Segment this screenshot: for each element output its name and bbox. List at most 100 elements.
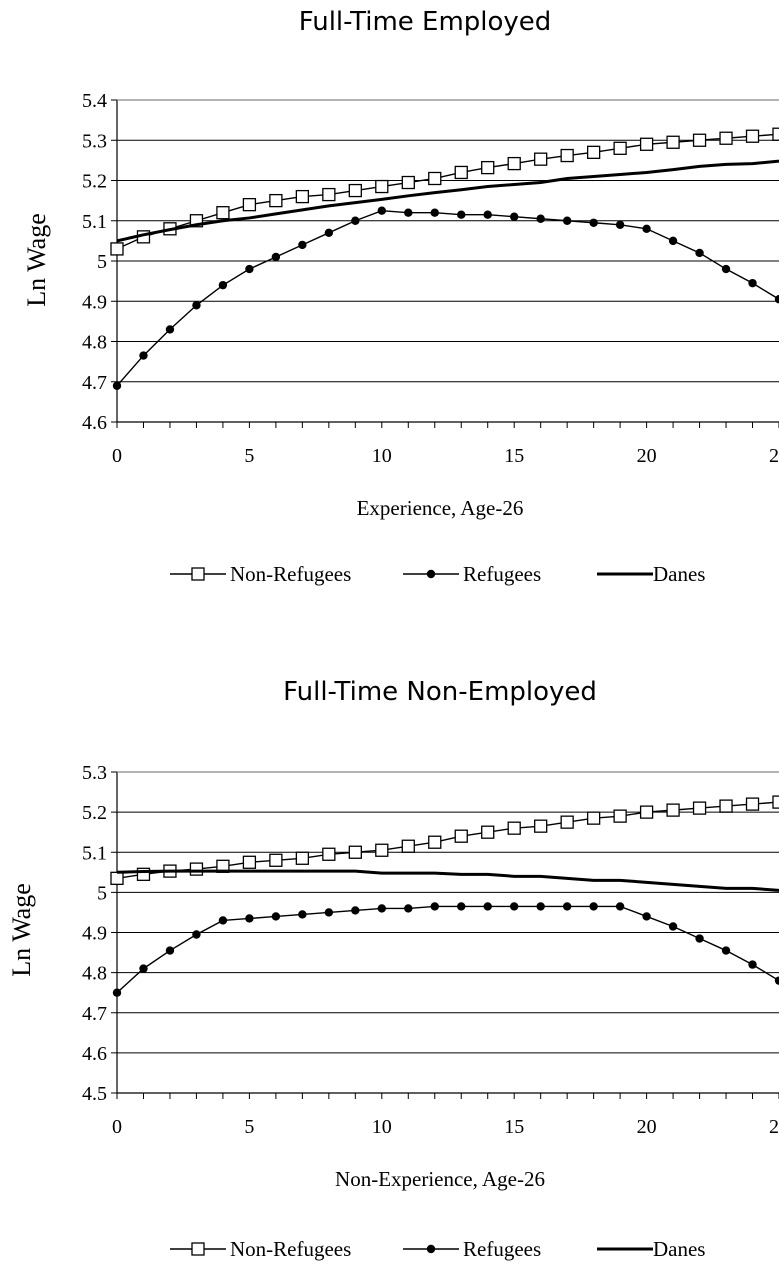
data-point-refugees xyxy=(483,902,492,911)
data-point-non-refugees xyxy=(216,206,230,220)
data-point-non-refugees xyxy=(110,242,124,256)
y-tick-label: 4.9 xyxy=(82,923,107,945)
legend-marker-refugees xyxy=(426,569,436,579)
data-point-refugees xyxy=(562,216,572,225)
data-point-non-refugees xyxy=(110,871,124,885)
data-point-refugees xyxy=(642,912,651,921)
chart-title: Full-Time Employed xyxy=(299,7,552,37)
data-point-refugees xyxy=(298,910,307,919)
data-point-non-refugees xyxy=(295,851,310,865)
data-point-refugees xyxy=(748,960,757,969)
y-tick-label: 5 xyxy=(97,882,107,904)
chart-2: Full-Time Non-Employed 4.5 4.6 4.7 4.8 4.9 5 5.… xyxy=(7,677,779,1261)
data-point-non-refugees xyxy=(295,189,310,204)
data-point-refugees xyxy=(271,912,281,921)
legend: Non-Refugees Refugees Danes xyxy=(170,1237,705,1261)
data-point-refugees xyxy=(192,930,201,939)
data-point-non-refugees xyxy=(534,819,548,833)
y-tick-label: 5.1 xyxy=(82,211,107,233)
y-tick-label: 5.2 xyxy=(82,171,107,193)
data-point-refugees xyxy=(404,208,413,217)
data-point-non-refugees xyxy=(322,847,336,861)
data-point-refugees xyxy=(695,248,704,258)
series-line-danes xyxy=(116,869,779,892)
data-point-refugees xyxy=(165,325,175,334)
data-point-refugees xyxy=(536,214,545,223)
data-point-refugees xyxy=(245,914,254,923)
y-axis-title: Ln Wage xyxy=(22,213,51,306)
data-point-refugees xyxy=(218,280,228,290)
data-point-non-refugees xyxy=(428,835,442,849)
y-tick-label: 5.3 xyxy=(82,762,107,784)
data-point-refugees xyxy=(510,212,519,221)
x-tick-label: 20 xyxy=(637,1116,657,1138)
data-point-refugees xyxy=(483,210,492,219)
data-point-non-refugees xyxy=(348,845,362,859)
data-point-refugees xyxy=(377,206,386,215)
data-point-refugees xyxy=(457,210,466,219)
data-point-refugees xyxy=(536,902,545,911)
series-line-danes xyxy=(116,159,779,243)
data-point-non-refugees xyxy=(719,131,733,145)
data-point-refugees xyxy=(404,904,413,913)
data-point-non-refugees xyxy=(375,179,389,194)
data-point-non-refugees xyxy=(454,829,468,843)
data-point-refugees xyxy=(218,916,228,925)
data-point-non-refugees xyxy=(560,815,574,829)
data-point-refugees xyxy=(615,902,625,911)
series-line-refugees xyxy=(116,209,779,387)
x-tick-label: 10 xyxy=(372,1116,392,1138)
data-point-non-refugees xyxy=(745,129,760,143)
data-point-non-refugees xyxy=(269,853,283,867)
data-point-non-refugees xyxy=(719,799,733,813)
data-point-non-refugees xyxy=(639,137,654,151)
data-point-refugees xyxy=(139,351,148,360)
data-point-non-refugees xyxy=(269,193,283,208)
y-tick-label: 4.9 xyxy=(82,291,107,313)
legend-label-refugees: Refugees xyxy=(463,562,541,586)
data-point-refugees xyxy=(721,264,731,274)
y-tick-label: 4.7 xyxy=(82,372,107,394)
x-tick-label: 5 xyxy=(244,445,254,467)
series-line-refugees xyxy=(116,905,779,994)
data-point-refugees xyxy=(589,902,598,911)
data-point-refugees xyxy=(430,208,439,217)
data-point-refugees xyxy=(377,904,386,913)
data-point-non-refugees xyxy=(242,855,257,869)
data-point-refugees xyxy=(351,906,360,915)
data-point-non-refugees xyxy=(401,175,415,190)
data-point-refugees xyxy=(510,902,519,911)
y-tick-label: 4.6 xyxy=(82,412,107,434)
data-point-non-refugees xyxy=(586,811,601,825)
data-point-non-refugees xyxy=(586,145,601,159)
data-point-refugees xyxy=(298,240,307,250)
data-point-non-refugees xyxy=(560,148,574,163)
data-point-non-refugees xyxy=(772,127,779,141)
x-tick-label: 15 xyxy=(504,1116,524,1138)
data-point-non-refugees xyxy=(666,135,680,149)
data-point-non-refugees xyxy=(692,133,707,147)
chart-1: Full-Time Employed 4.6 4.7 4.8 4.9 5 5.1 5.2 5.3… xyxy=(22,7,779,586)
legend: Non-Refugees Refugees Danes xyxy=(170,562,705,586)
data-point-refugees xyxy=(112,381,122,390)
data-point-non-refugees xyxy=(772,795,779,809)
data-point-refugees xyxy=(457,902,466,911)
data-point-refugees xyxy=(695,934,704,943)
y-tick-label: 4.8 xyxy=(82,963,107,985)
data-point-refugees xyxy=(192,301,201,310)
data-point-non-refugees xyxy=(481,160,495,175)
x-tick-label: 15 xyxy=(504,445,524,467)
data-point-non-refugees xyxy=(481,825,495,839)
y-tick-label: 5.4 xyxy=(82,90,107,112)
y-axis-title: Ln Wage xyxy=(7,883,36,976)
data-point-refugees xyxy=(748,278,757,288)
data-point-refugees xyxy=(112,988,122,997)
y-tick-label: 4.8 xyxy=(82,332,107,354)
data-point-non-refugees xyxy=(401,839,415,853)
data-point-refugees xyxy=(642,224,651,233)
x-axis-title: Non-Experience, Age-26 xyxy=(335,1167,545,1191)
data-point-non-refugees xyxy=(692,801,707,815)
data-point-non-refugees xyxy=(454,165,468,180)
data-point-non-refugees xyxy=(242,197,257,212)
